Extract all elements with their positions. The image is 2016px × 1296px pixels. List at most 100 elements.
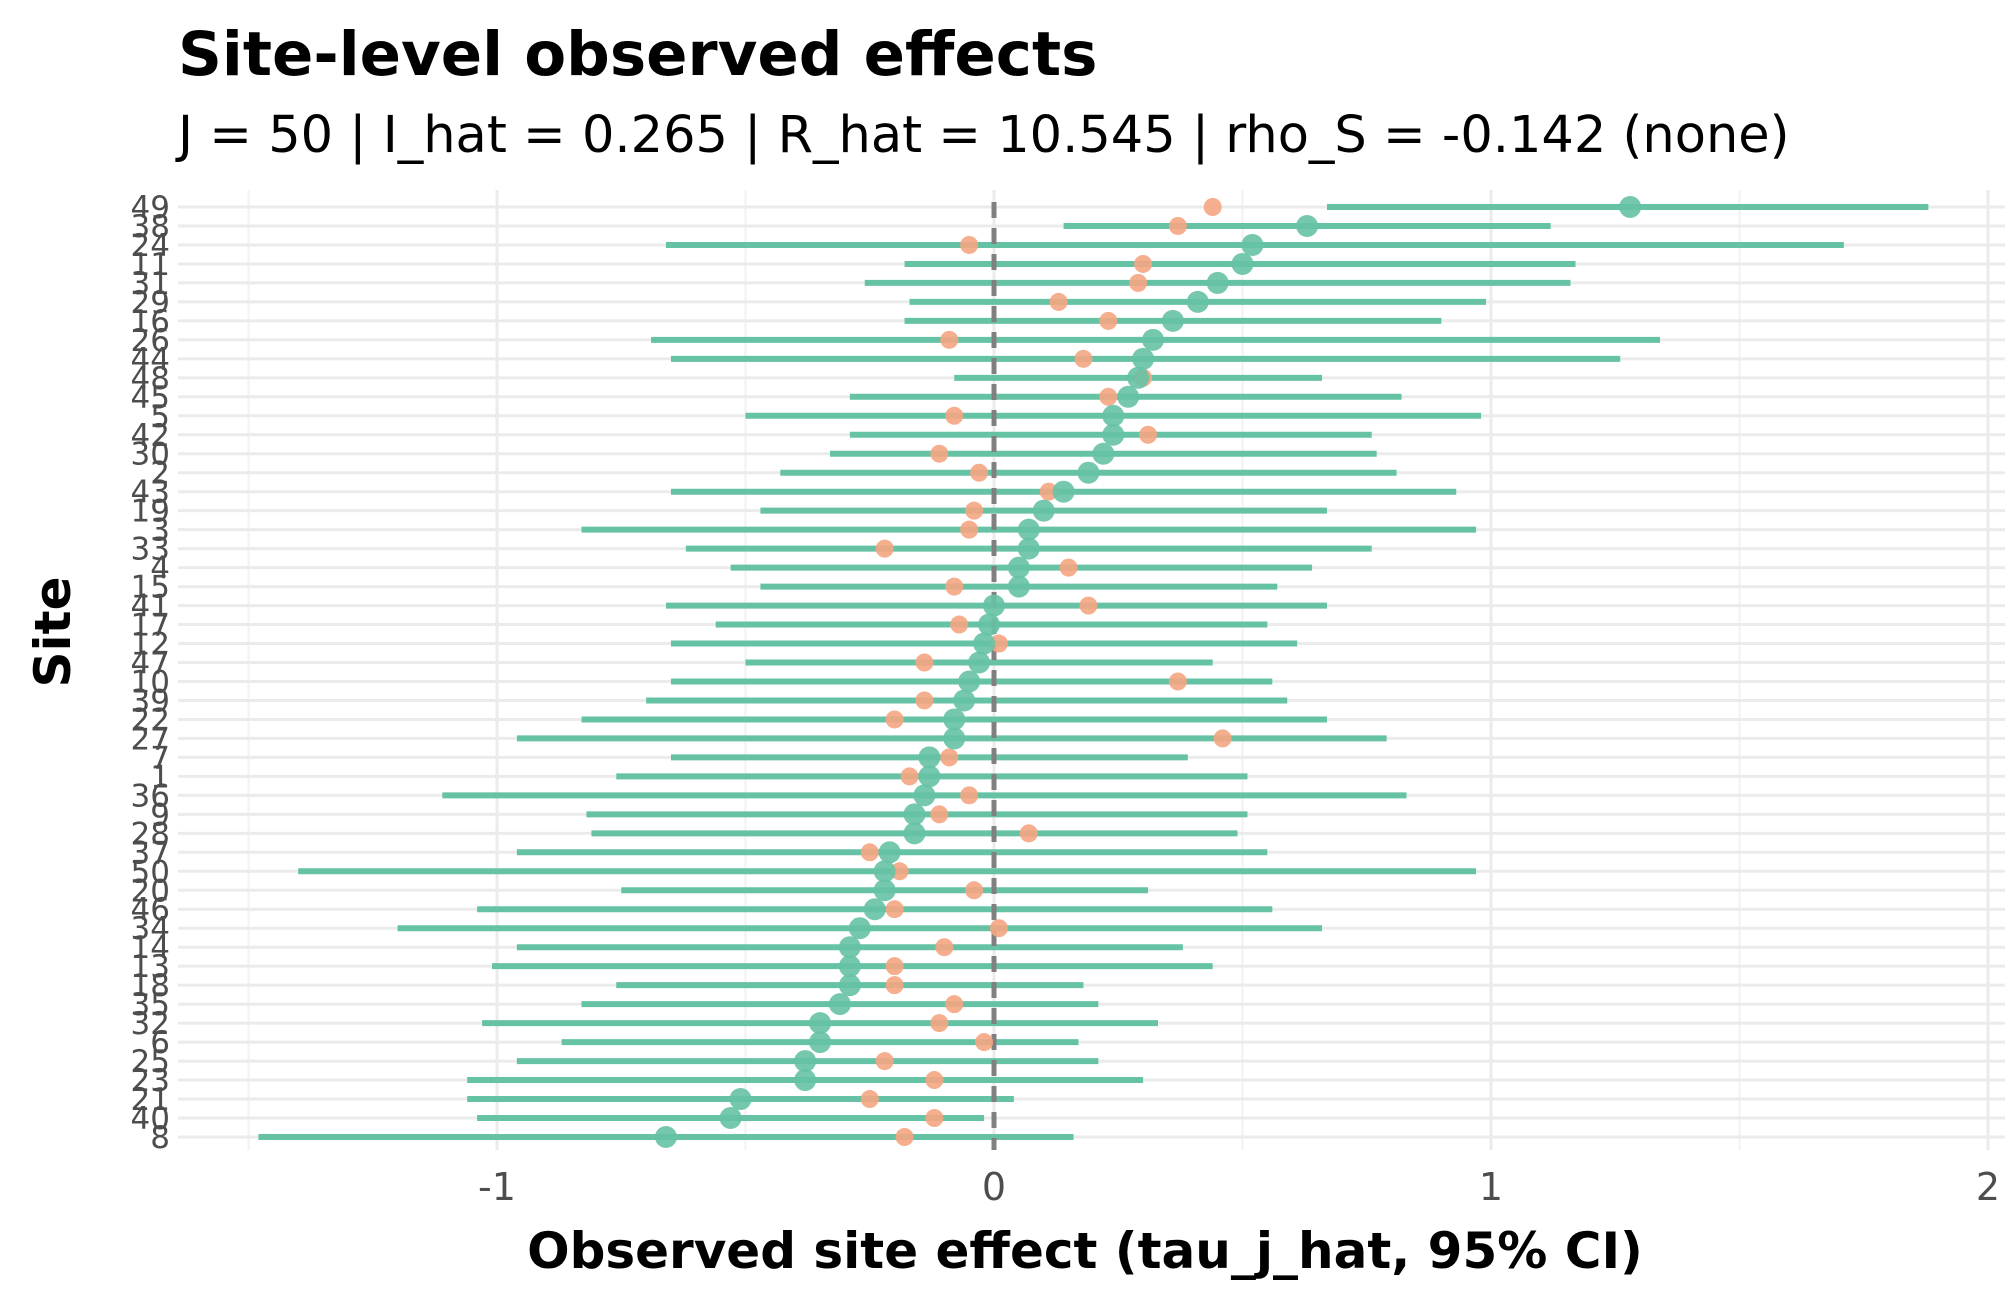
comparison-point-site-23 <box>925 1071 944 1090</box>
observed-point-site-23 <box>794 1069 817 1092</box>
y-tick-label: 11 <box>131 247 170 283</box>
y-tick-label: 32 <box>131 1006 170 1042</box>
y-tick-label: 14 <box>131 930 170 966</box>
comparison-point-site-21 <box>860 1090 879 1109</box>
observed-point-site-29 <box>1186 290 1209 313</box>
y-tick-label: 28 <box>131 816 170 852</box>
observed-point-site-8 <box>654 1126 677 1148</box>
observed-point-site-34 <box>848 917 871 940</box>
y-tick-label: 21 <box>131 1082 170 1118</box>
comparison-point-site-42 <box>1139 425 1158 444</box>
observed-point-site-15 <box>1007 575 1030 598</box>
observed-point-site-12 <box>973 632 996 655</box>
observed-point-site-5 <box>1102 404 1125 427</box>
comparison-point-site-13 <box>885 957 904 976</box>
observed-point-site-35 <box>828 993 851 1016</box>
observed-point-site-17 <box>978 613 1001 636</box>
y-tick-label: 41 <box>131 589 170 625</box>
observed-point-site-14 <box>838 936 861 959</box>
observed-point-site-3 <box>1017 518 1040 541</box>
observed-point-site-42 <box>1102 423 1125 446</box>
y-tick-label: 4 <box>150 551 170 587</box>
comparison-point-site-24 <box>960 235 979 254</box>
comparison-point-site-27 <box>1213 729 1232 748</box>
x-tick-label: 1 <box>1479 1165 1503 1209</box>
y-tick-label: 1 <box>150 759 170 795</box>
x-tick-label: 2 <box>1976 1165 2000 1209</box>
y-tick-label: 20 <box>131 873 170 909</box>
y-tick-label: 25 <box>131 1044 170 1080</box>
observed-point-site-50 <box>873 860 896 883</box>
y-tick-label: 6 <box>150 1025 170 1061</box>
y-tick-label: 38 <box>131 209 170 245</box>
y-tick-label: 47 <box>131 646 170 682</box>
observed-point-site-36 <box>913 784 936 807</box>
observed-point-site-27 <box>943 727 966 750</box>
observed-point-site-46 <box>863 898 886 921</box>
comparison-point-site-16 <box>1099 311 1118 330</box>
y-tick-label: 37 <box>131 835 170 871</box>
comparison-point-site-12 <box>989 634 1008 653</box>
y-tick-label: 36 <box>131 778 170 814</box>
comparison-point-site-7 <box>940 748 959 767</box>
x-tick-label: 0 <box>982 1165 1006 1209</box>
comparison-point-site-19 <box>965 501 984 520</box>
comparison-point-site-11 <box>1134 254 1153 273</box>
y-tick-label: 43 <box>131 475 170 511</box>
y-tick-label: 39 <box>131 683 170 719</box>
observed-effect-points <box>654 196 1642 1148</box>
observed-point-site-44 <box>1132 347 1155 370</box>
comparison-point-site-40 <box>925 1109 944 1128</box>
y-tick-label: 9 <box>150 797 170 833</box>
observed-point-site-1 <box>918 765 941 788</box>
comparison-point-site-10 <box>1168 672 1187 691</box>
observed-point-site-18 <box>838 974 861 997</box>
observed-point-site-39 <box>953 689 976 712</box>
y-tick-label: 40 <box>131 1101 170 1137</box>
y-tick-label: 13 <box>131 949 170 985</box>
comparison-point-site-47 <box>915 653 934 672</box>
observed-point-site-21 <box>729 1088 752 1111</box>
comparison-point-site-17 <box>950 615 969 634</box>
observed-point-site-28 <box>903 822 926 845</box>
comparison-point-site-9 <box>930 805 949 824</box>
y-tick-label: 26 <box>131 323 170 359</box>
y-tick-label: 16 <box>131 304 170 340</box>
observed-point-site-4 <box>1007 556 1030 579</box>
observed-point-site-30 <box>1092 442 1115 465</box>
comparison-point-site-38 <box>1168 216 1187 235</box>
comparison-point-site-33 <box>875 539 894 558</box>
comparison-point-site-34 <box>989 919 1008 938</box>
observed-point-site-24 <box>1241 233 1264 256</box>
observed-point-site-32 <box>809 1012 832 1035</box>
comparison-points <box>860 198 1232 1146</box>
y-tick-label: 10 <box>131 664 170 700</box>
observed-point-site-43 <box>1052 480 1075 503</box>
y-tick-label: 44 <box>131 342 170 378</box>
y-tick-label: 46 <box>131 892 170 928</box>
observed-point-site-11 <box>1231 252 1254 275</box>
y-tick-label: 8 <box>150 1120 170 1156</box>
comparison-point-site-36 <box>960 786 979 805</box>
y-tick-label: 5 <box>150 399 170 435</box>
observed-point-site-13 <box>838 955 861 978</box>
observed-point-site-49 <box>1619 196 1642 218</box>
comparison-point-site-14 <box>935 938 954 957</box>
comparison-point-site-49 <box>1203 198 1222 216</box>
observed-point-site-45 <box>1117 385 1140 408</box>
comparison-point-site-46 <box>885 900 904 919</box>
y-tick-label: 35 <box>131 987 170 1023</box>
y-tick-label: 42 <box>131 418 170 454</box>
comparison-point-site-29 <box>1049 292 1068 311</box>
observed-point-site-10 <box>958 670 981 693</box>
observed-point-site-38 <box>1296 214 1319 237</box>
comparison-point-site-5 <box>945 406 964 425</box>
comparison-point-site-1 <box>900 767 919 786</box>
comparison-point-site-32 <box>930 1014 949 1033</box>
comparison-point-site-8 <box>895 1128 914 1146</box>
y-axis-tick-labels: 8402123256323518131434462050372893617272… <box>131 190 170 1156</box>
y-tick-label: 49 <box>131 190 170 226</box>
y-tick-label: 24 <box>131 228 170 264</box>
x-axis-tick-labels: -1 0 1 2 <box>478 1165 2000 1209</box>
